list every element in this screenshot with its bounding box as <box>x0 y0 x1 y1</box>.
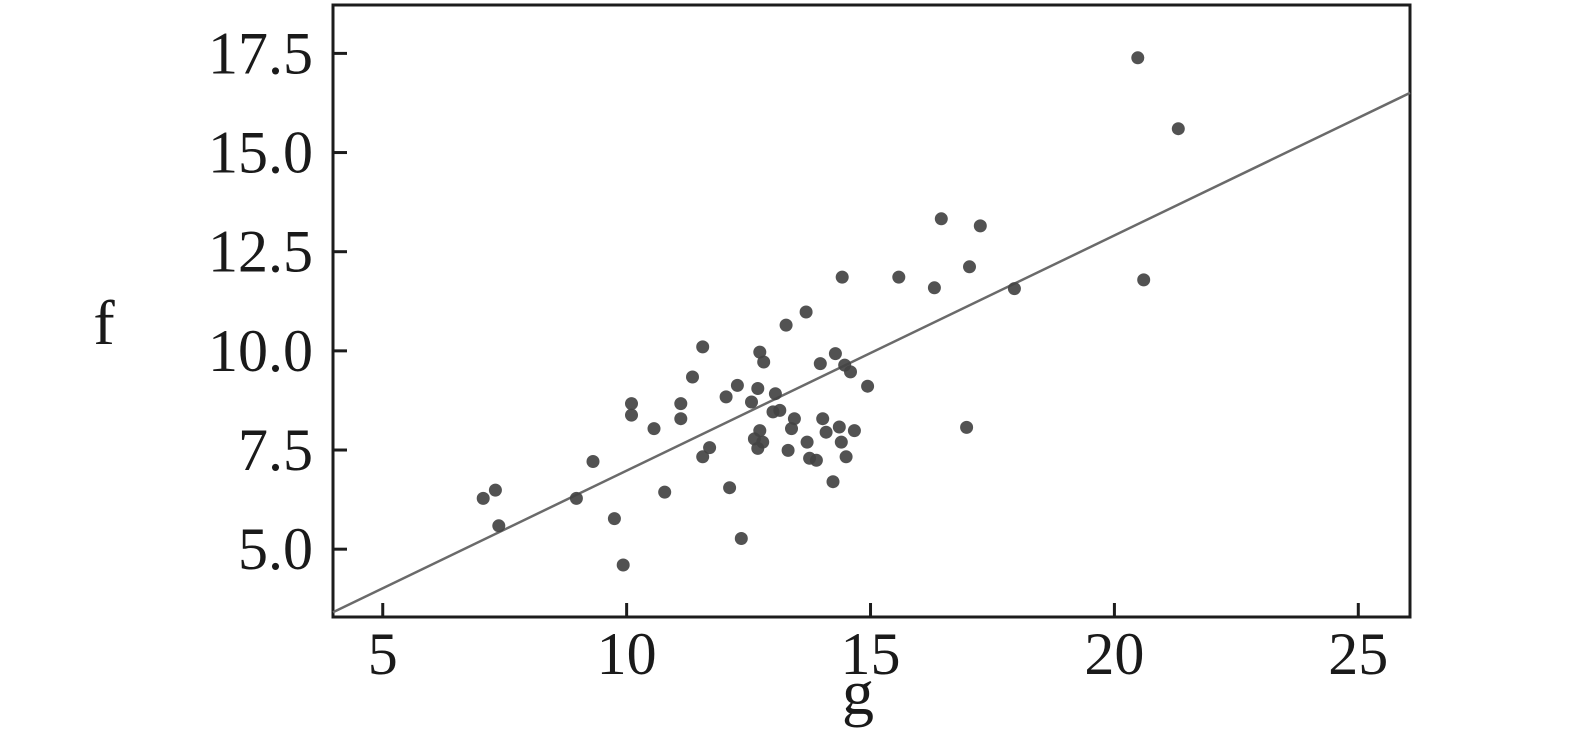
scatter-point <box>751 382 765 395</box>
scatter-point <box>719 390 733 404</box>
x-axis-label: g <box>842 657 874 728</box>
scatter-point <box>757 355 771 369</box>
scatter-point <box>892 270 906 284</box>
x-tick-label: 15 <box>841 621 901 687</box>
scatter-point <box>696 450 710 464</box>
scatter-point <box>785 422 798 436</box>
scatter-point <box>799 305 813 319</box>
scatter-point <box>745 395 758 409</box>
x-tick-label: 25 <box>1328 621 1388 687</box>
scatter-point <box>753 345 767 359</box>
scatter-point <box>927 281 941 295</box>
scatter-point <box>1007 282 1021 296</box>
scatter-points-layer <box>476 51 1185 572</box>
x-tick-label: 5 <box>368 621 398 687</box>
scatter-point <box>476 491 490 505</box>
scatter-point <box>686 370 699 384</box>
scatter-point <box>607 512 621 526</box>
scatter-point <box>703 441 717 455</box>
scatter-point <box>647 422 661 436</box>
y-tick-label: 5.0 <box>238 516 313 582</box>
scatter-point <box>828 347 842 361</box>
scatter-point <box>1137 273 1151 287</box>
scatter-point <box>934 212 948 226</box>
x-tick-label: 20 <box>1084 621 1144 687</box>
scatter-point <box>723 481 737 495</box>
scatter-point <box>800 435 814 449</box>
scatter-point <box>847 424 861 438</box>
scatter-point <box>809 453 823 467</box>
scatter-point <box>616 558 630 572</box>
scatter-point <box>488 483 502 497</box>
scatter-point <box>819 425 833 439</box>
y-tick-label: 7.5 <box>238 417 313 483</box>
x-tick-label: 10 <box>597 621 657 687</box>
scatter-point <box>963 260 976 274</box>
scatter-point <box>832 420 846 434</box>
y-tick-label: 15.0 <box>208 120 313 186</box>
scatter-point <box>674 397 688 411</box>
scatter-point <box>696 340 710 354</box>
scatter-point <box>781 443 795 457</box>
scatter-point <box>768 387 782 401</box>
scatter-point <box>730 378 744 392</box>
scatter-point <box>492 519 506 533</box>
scatter-point <box>569 491 583 505</box>
scatter-point <box>816 412 830 426</box>
scatter-point <box>826 475 840 489</box>
scatter-point <box>844 365 857 379</box>
scatter-point <box>625 408 638 422</box>
scatter-point <box>960 420 974 434</box>
scatter-point <box>751 441 765 455</box>
scatter-point <box>586 455 600 468</box>
regression-line <box>332 91 1411 614</box>
regression-line-layer <box>332 91 1411 614</box>
y-tick-label: 10.0 <box>208 318 313 384</box>
scatter-point <box>813 357 827 371</box>
scatter-point <box>625 397 638 411</box>
tick-labels-layer: 5 10 15 20 25 5.0 7.5 10.0 12.5 15.0 17.5 <box>208 20 1388 687</box>
y-tick-label: 12.5 <box>208 219 313 285</box>
scatter-point <box>674 412 688 426</box>
scatter-point <box>779 318 793 332</box>
scatter-point <box>834 435 848 449</box>
scatter-point <box>1171 122 1185 136</box>
scatter-point <box>658 485 672 499</box>
scatter-point <box>973 219 987 233</box>
scatter-point <box>773 403 787 417</box>
scatter-point <box>835 270 849 284</box>
axis-ticks-layer <box>333 51 1360 617</box>
scatter-point <box>787 412 801 426</box>
scatter-point <box>861 379 875 393</box>
scatter-point <box>734 532 748 545</box>
y-tick-label: 17.5 <box>208 20 313 86</box>
y-axis-label: f <box>93 287 115 358</box>
scatter-point <box>1131 51 1145 65</box>
scatter-point <box>839 450 853 464</box>
